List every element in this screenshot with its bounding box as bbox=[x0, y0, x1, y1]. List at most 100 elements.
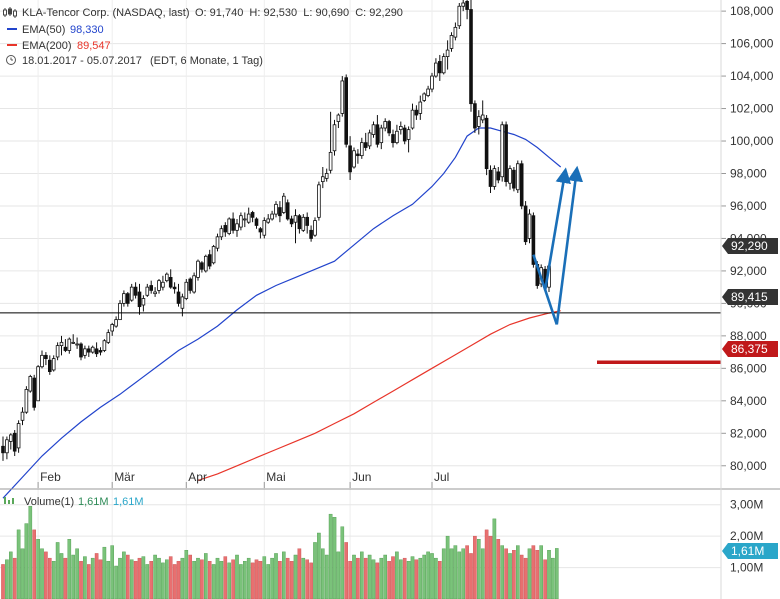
candle-down bbox=[391, 134, 395, 144]
candle-up bbox=[430, 75, 434, 90]
candle-down bbox=[297, 215, 302, 230]
price-tick-label: 82,000 bbox=[730, 426, 767, 440]
volume-bar-down bbox=[504, 548, 508, 599]
candle-down bbox=[414, 109, 419, 116]
volume-bar-down bbox=[223, 556, 228, 599]
volume-bar-up bbox=[153, 554, 157, 599]
volume-bar-up bbox=[457, 551, 462, 599]
candle-up bbox=[203, 255, 208, 272]
volume-bar-up bbox=[313, 542, 317, 599]
candle-down bbox=[531, 215, 536, 265]
volume-bar-up bbox=[36, 539, 40, 599]
candle-up bbox=[67, 338, 72, 351]
candle-down bbox=[188, 278, 193, 291]
candle-down bbox=[484, 117, 489, 170]
volume-bar-down bbox=[200, 559, 204, 599]
volume-bar-up bbox=[8, 551, 13, 599]
candle-up bbox=[379, 127, 384, 144]
candle-up bbox=[359, 142, 364, 157]
candle-up bbox=[16, 423, 21, 449]
volume-bar-down bbox=[168, 556, 173, 599]
volume-bar-up bbox=[328, 513, 333, 599]
candle-up bbox=[457, 5, 462, 27]
candle-up bbox=[106, 332, 111, 343]
volume-bar-up bbox=[434, 557, 438, 599]
volume-bar-down bbox=[531, 545, 536, 599]
candle-down bbox=[465, 0, 469, 10]
clock-icon bbox=[6, 55, 16, 65]
candle-up bbox=[129, 286, 134, 301]
candle-down bbox=[250, 212, 255, 218]
candle-down bbox=[94, 348, 99, 355]
volume-bar-up bbox=[180, 557, 185, 599]
volume-bar-up bbox=[360, 551, 364, 599]
volume-bar-down bbox=[86, 564, 91, 599]
candle-up bbox=[266, 218, 270, 223]
candle-up bbox=[281, 195, 286, 213]
candle-down bbox=[44, 354, 48, 359]
candle-up bbox=[395, 130, 399, 144]
candle-down bbox=[437, 61, 442, 74]
candle-up bbox=[434, 62, 438, 77]
candle-down bbox=[387, 121, 391, 134]
candle-up bbox=[90, 346, 95, 353]
time-tick-label: Feb bbox=[40, 470, 61, 484]
volume-bar-up bbox=[492, 518, 497, 599]
volume-bar-up bbox=[282, 551, 286, 599]
candle-down bbox=[207, 254, 212, 267]
candle-up bbox=[215, 236, 220, 249]
volume-bar-up bbox=[67, 539, 72, 599]
candle-up bbox=[426, 88, 430, 96]
volume-bar-up bbox=[539, 545, 543, 599]
volume-bar-up bbox=[336, 551, 341, 599]
candle-down bbox=[126, 293, 130, 304]
volume-bar-up bbox=[203, 553, 208, 599]
volume-bar-up bbox=[426, 551, 430, 599]
chart-type-icon[interactable] bbox=[3, 7, 17, 18]
candle-down bbox=[200, 262, 204, 270]
ema50-layer bbox=[2, 127, 562, 499]
volume-bar-down bbox=[32, 529, 36, 599]
volume-bar-down bbox=[79, 561, 83, 599]
candle-up bbox=[406, 129, 411, 140]
volume-bar-down bbox=[391, 556, 395, 599]
volume-bar-down bbox=[519, 554, 524, 599]
candle-up bbox=[246, 213, 251, 223]
volume-bar-up bbox=[192, 561, 196, 599]
volume-bar-down bbox=[348, 561, 352, 599]
candle-up bbox=[219, 228, 224, 238]
volume-bar-up bbox=[164, 559, 169, 599]
candle-up bbox=[262, 220, 267, 236]
candle-up bbox=[184, 281, 189, 299]
candle-up bbox=[320, 176, 325, 183]
support-badge: 89,415 bbox=[722, 289, 778, 305]
volume-bar-up bbox=[480, 548, 485, 599]
candle-up bbox=[313, 220, 317, 236]
candle-down bbox=[137, 291, 142, 308]
candle-up bbox=[398, 126, 403, 131]
candle-up bbox=[340, 80, 345, 114]
candle-down bbox=[289, 218, 294, 225]
candle-down bbox=[496, 171, 501, 181]
price-tick-label: 104,000 bbox=[730, 69, 774, 83]
candle-up bbox=[242, 218, 247, 221]
volume-bar-down bbox=[375, 562, 380, 599]
volume-bar-up bbox=[371, 559, 376, 599]
volume-bar-up bbox=[242, 561, 247, 599]
candle-up bbox=[328, 151, 333, 171]
candle-down bbox=[231, 218, 235, 231]
volume-bar-up bbox=[422, 554, 427, 599]
candle-up bbox=[461, 2, 465, 7]
volume-bar-up bbox=[500, 545, 505, 599]
volume-bar-down bbox=[363, 557, 368, 599]
candle-down bbox=[168, 277, 173, 288]
candle-up bbox=[102, 340, 107, 351]
candle-down bbox=[172, 286, 177, 290]
last-price-badge-text: 92,290 bbox=[731, 239, 768, 253]
candle-down bbox=[278, 207, 282, 217]
volume-bar-down bbox=[356, 557, 360, 599]
volume-bar-up bbox=[184, 550, 189, 599]
candle-up bbox=[235, 223, 239, 231]
volume-bar-down bbox=[231, 559, 235, 599]
